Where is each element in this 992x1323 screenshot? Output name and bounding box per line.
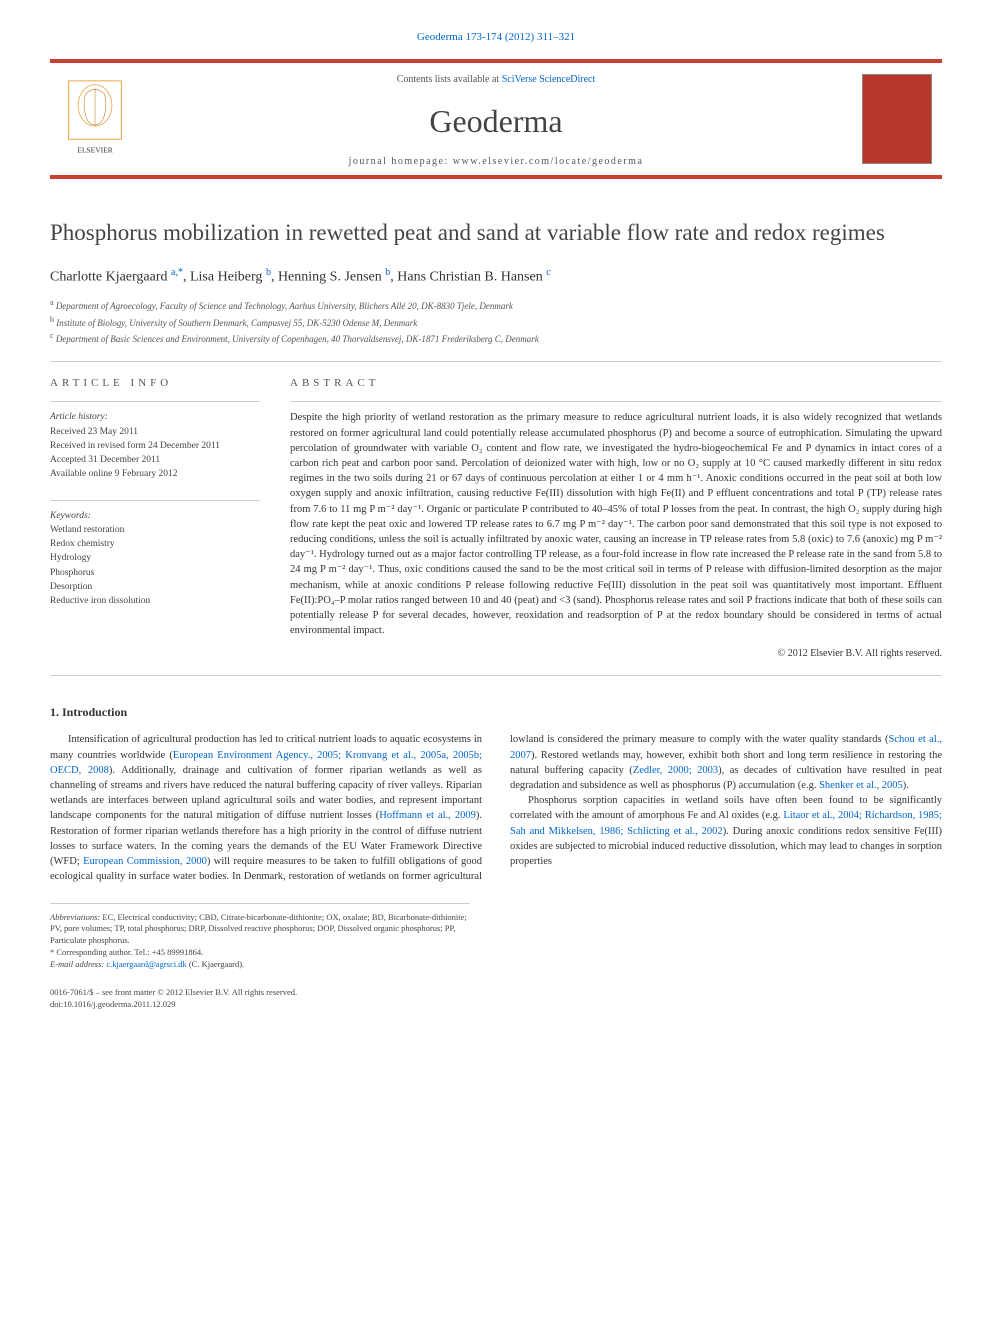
body-text-columns: Intensification of agricultural producti… [50,732,942,884]
email-footnote: E-mail address: c.kjaergaard@agrsci.dk (… [50,959,470,971]
journal-cover-thumbnail [852,63,942,175]
svg-text:ELSEVIER: ELSEVIER [77,146,113,155]
citation: Geoderma 173-174 (2012) 311–321 [50,30,942,45]
journal-header: ELSEVIER Contents lists available at Sci… [50,59,942,179]
header-center: Contents lists available at SciVerse Sci… [140,63,852,175]
abstract-text: Despite the high priority of wetland res… [290,410,942,638]
affiliations: a Department of Agroecology, Faculty of … [50,297,942,347]
author-1-affil[interactable]: a, [171,267,178,278]
introduction-section: 1. Introduction Intensification of agric… [50,704,942,1011]
corresponding-author-footnote: * Corresponding author. Tel.: +45 899918… [50,947,470,959]
article-info-label: ARTICLE INFO [50,376,260,391]
journal-homepage: journal homepage: www.elsevier.com/locat… [349,155,644,169]
keyword-5: Desorption [50,580,260,594]
author-list: Charlotte Kjaergaard a,*, Lisa Heiberg b… [50,266,942,287]
abstract-copyright: © 2012 Elsevier B.V. All rights reserved… [290,647,942,661]
keywords-heading: Keywords: [50,509,260,523]
issn-text: 0016-7061/$ – see front matter © 2012 El… [50,987,942,999]
divider [50,361,942,362]
divider-below-abstract [50,675,942,676]
affiliation-a: Department of Agroecology, Faculty of Sc… [56,301,513,311]
footnotes: Abbreviations: EC, Electrical conductivi… [50,903,470,971]
affiliation-b: Institute of Biology, University of Sout… [56,318,417,328]
history-revised: Received in revised form 24 December 201… [50,439,260,453]
author-2: Lisa Heiberg [190,270,266,285]
keyword-1: Wetland restoration [50,523,260,537]
affiliation-c: Department of Basic Sciences and Environ… [56,334,539,344]
keyword-3: Hydrology [50,551,260,565]
author-4: Hans Christian B. Hansen [397,270,546,285]
issn-copyright-line: 0016-7061/$ – see front matter © 2012 El… [50,987,942,1011]
keyword-4: Phosphorus [50,566,260,580]
citation-link[interactable]: Hoffmann et al., 2009 [379,810,476,821]
abstract-label: ABSTRACT [290,376,942,391]
abbreviations-footnote: Abbreviations: EC, Electrical conductivi… [50,912,470,948]
introduction-heading: 1. Introduction [50,704,942,721]
citation-link[interactable]: European Commission, 2000 [83,856,207,867]
contents-list-line: Contents lists available at SciVerse Sci… [397,73,596,87]
citation-link[interactable]: Shenker et al., 2005 [819,780,903,791]
keyword-2: Redox chemistry [50,537,260,551]
author-1: Charlotte Kjaergaard [50,270,171,285]
corresponding-email[interactable]: c.kjaergaard@agrsci.dk [106,959,186,969]
history-online: Available online 9 February 2012 [50,467,260,481]
journal-name: Geoderma [429,99,562,144]
intro-paragraph-2: Phosphorus sorption capacities in wetlan… [510,793,942,869]
contents-prefix: Contents lists available at [397,74,502,85]
history-accepted: Accepted 31 December 2011 [50,453,260,467]
author-3: Henning S. Jensen [278,270,385,285]
elsevier-logo: ELSEVIER [50,63,140,175]
article-title: Phosphorus mobilization in rewetted peat… [50,219,942,248]
article-info-column: ARTICLE INFO Article history: Received 2… [50,376,260,661]
doi-text: doi:10.1016/j.geoderma.2011.12.029 [50,999,942,1011]
keyword-6: Reductive iron dissolution [50,594,260,608]
citation-link[interactable]: Zedler, 2000; 2003 [633,765,718,776]
author-4-affil[interactable]: c [546,267,550,278]
history-received: Received 23 May 2011 [50,425,260,439]
sciencedirect-link[interactable]: SciVerse ScienceDirect [502,74,596,85]
abstract-column: ABSTRACT Despite the high priority of we… [290,376,942,661]
article-history-heading: Article history: [50,410,260,424]
